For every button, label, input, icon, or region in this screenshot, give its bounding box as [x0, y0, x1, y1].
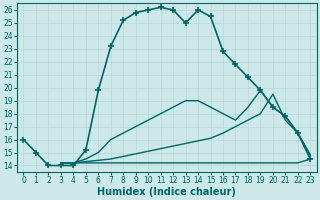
- X-axis label: Humidex (Indice chaleur): Humidex (Indice chaleur): [98, 187, 236, 197]
